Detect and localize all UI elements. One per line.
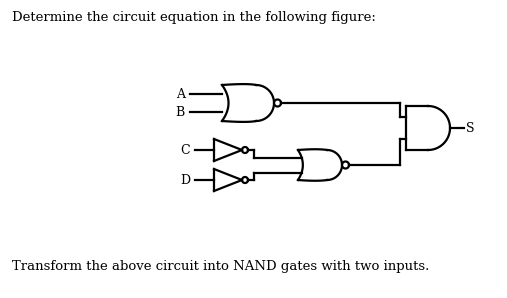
Text: A: A [176,88,185,100]
Text: C: C [180,144,190,156]
Text: Transform the above circuit into NAND gates with two inputs.: Transform the above circuit into NAND ga… [12,260,429,273]
Text: S: S [466,122,475,134]
Text: B: B [176,105,185,119]
Text: D: D [180,173,190,187]
Text: Determine the circuit equation in the following figure:: Determine the circuit equation in the fo… [12,11,376,24]
